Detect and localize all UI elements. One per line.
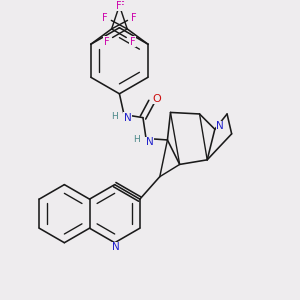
Text: N: N xyxy=(112,242,120,252)
Text: N: N xyxy=(124,112,131,123)
Text: F: F xyxy=(116,1,121,11)
Text: N: N xyxy=(146,137,154,147)
Text: F: F xyxy=(102,13,107,23)
Text: F: F xyxy=(131,13,137,23)
Text: O: O xyxy=(153,94,161,104)
Text: H: H xyxy=(112,112,118,121)
Text: H: H xyxy=(134,134,140,143)
Text: N: N xyxy=(217,121,224,131)
Text: F: F xyxy=(103,37,109,47)
Text: F: F xyxy=(119,1,124,11)
Text: F: F xyxy=(130,37,135,47)
